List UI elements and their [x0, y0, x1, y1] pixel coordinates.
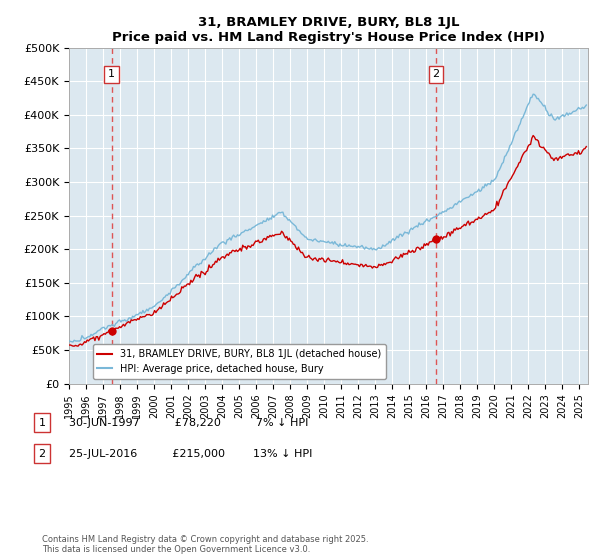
Text: 2: 2 [38, 449, 46, 459]
Text: 1: 1 [108, 69, 115, 80]
Text: 30-JUN-1997          £78,220          7% ↓ HPI: 30-JUN-1997 £78,220 7% ↓ HPI [69, 418, 308, 428]
Text: 1: 1 [38, 418, 46, 428]
Title: 31, BRAMLEY DRIVE, BURY, BL8 1JL
Price paid vs. HM Land Registry's House Price I: 31, BRAMLEY DRIVE, BURY, BL8 1JL Price p… [112, 16, 545, 44]
Text: 2: 2 [433, 69, 440, 80]
Text: Contains HM Land Registry data © Crown copyright and database right 2025.
This d: Contains HM Land Registry data © Crown c… [42, 535, 368, 554]
Legend: 31, BRAMLEY DRIVE, BURY, BL8 1JL (detached house), HPI: Average price, detached : 31, BRAMLEY DRIVE, BURY, BL8 1JL (detach… [92, 344, 386, 379]
Text: 25-JUL-2016          £215,000        13% ↓ HPI: 25-JUL-2016 £215,000 13% ↓ HPI [69, 449, 313, 459]
